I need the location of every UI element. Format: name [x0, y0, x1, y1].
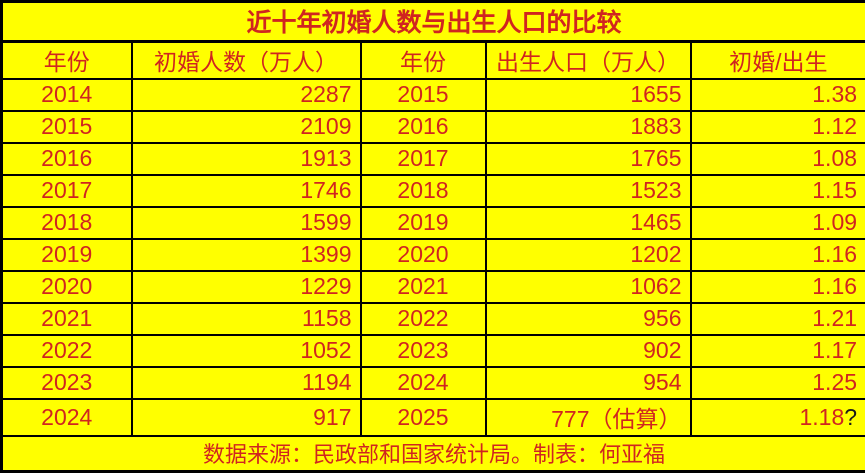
- cell-marriages: 2287: [132, 79, 361, 111]
- col-header-ratio: 初婚/出生: [691, 42, 865, 80]
- header-row: 年份 初婚人数（万人） 年份 出生人口（万人） 初婚/出生: [2, 42, 865, 80]
- cell-birth-year: 2018: [361, 175, 486, 207]
- cell-ratio: 1.21: [691, 303, 865, 335]
- cell-births: 954: [486, 367, 691, 399]
- table-title: 近十年初婚人数与出生人口的比较: [2, 2, 865, 42]
- cell-births: 1465: [486, 207, 691, 239]
- cell-ratio-estimate: 1.18?: [691, 399, 865, 436]
- cell-marriage-year: 2017: [2, 175, 132, 207]
- cell-ratio: 1.08: [691, 143, 865, 175]
- cell-births: 1523: [486, 175, 691, 207]
- cell-marriage-year: 2023: [2, 367, 132, 399]
- cell-births: 1655: [486, 79, 691, 111]
- ratio-value: 1.18: [799, 404, 844, 430]
- col-header-births: 出生人口（万人）: [486, 42, 691, 80]
- cell-births-estimate: 777（估算）: [486, 399, 691, 436]
- cell-birth-year: 2025: [361, 399, 486, 436]
- footer-row: 数据来源：民政部和国家统计局。制表：何亚福: [2, 436, 865, 472]
- cell-marriages: 1399: [132, 239, 361, 271]
- cell-marriages: 1599: [132, 207, 361, 239]
- cell-marriages: 1746: [132, 175, 361, 207]
- table-row: 2023 1194 2024 954 1.25: [2, 367, 865, 399]
- cell-births: 1765: [486, 143, 691, 175]
- table-row: 2018 1599 2019 1465 1.09: [2, 207, 865, 239]
- cell-marriage-year: 2020: [2, 271, 132, 303]
- cell-marriage-year: 2016: [2, 143, 132, 175]
- table-row: 2017 1746 2018 1523 1.15: [2, 175, 865, 207]
- cell-marriage-year: 2024: [2, 399, 132, 436]
- cell-marriages: 1052: [132, 335, 361, 367]
- cell-births: 956: [486, 303, 691, 335]
- col-header-year-birth: 年份: [361, 42, 486, 80]
- cell-birth-year: 2017: [361, 143, 486, 175]
- table-row: 2024 917 2025 777（估算） 1.18?: [2, 399, 865, 436]
- cell-births: 1062: [486, 271, 691, 303]
- cell-ratio: 1.15: [691, 175, 865, 207]
- cell-birth-year: 2016: [361, 111, 486, 143]
- source-note: 数据来源：民政部和国家统计局。制表：何亚福: [2, 436, 865, 472]
- cell-birth-year: 2023: [361, 335, 486, 367]
- cell-ratio: 1.09: [691, 207, 865, 239]
- cell-ratio: 1.16: [691, 271, 865, 303]
- cell-births: 902: [486, 335, 691, 367]
- cell-marriage-year: 2021: [2, 303, 132, 335]
- cell-marriage-year: 2018: [2, 207, 132, 239]
- cell-marriage-year: 2022: [2, 335, 132, 367]
- col-header-first-marriages: 初婚人数（万人）: [132, 42, 361, 80]
- cell-ratio: 1.38: [691, 79, 865, 111]
- table-row: 2019 1399 2020 1202 1.16: [2, 239, 865, 271]
- col-header-year-marriage: 年份: [2, 42, 132, 80]
- cell-birth-year: 2019: [361, 207, 486, 239]
- title-row: 近十年初婚人数与出生人口的比较: [2, 2, 865, 42]
- cell-ratio: 1.25: [691, 367, 865, 399]
- cell-birth-year: 2021: [361, 271, 486, 303]
- cell-marriages: 1194: [132, 367, 361, 399]
- table-row: 2014 2287 2015 1655 1.38: [2, 79, 865, 111]
- cell-marriages: 917: [132, 399, 361, 436]
- cell-marriages: 1158: [132, 303, 361, 335]
- cell-birth-year: 2020: [361, 239, 486, 271]
- cell-ratio: 1.16: [691, 239, 865, 271]
- cell-birth-year: 2022: [361, 303, 486, 335]
- cell-birth-year: 2024: [361, 367, 486, 399]
- cell-marriage-year: 2014: [2, 79, 132, 111]
- table-row: 2015 2109 2016 1883 1.12: [2, 111, 865, 143]
- ratio-question-mark: ?: [844, 404, 857, 430]
- cell-marriage-year: 2015: [2, 111, 132, 143]
- cell-marriages: 2109: [132, 111, 361, 143]
- cell-ratio: 1.12: [691, 111, 865, 143]
- cell-marriages: 1913: [132, 143, 361, 175]
- table-row: 2020 1229 2021 1062 1.16: [2, 271, 865, 303]
- cell-marriages: 1229: [132, 271, 361, 303]
- cell-ratio: 1.17: [691, 335, 865, 367]
- cell-births: 1202: [486, 239, 691, 271]
- table-row: 2016 1913 2017 1765 1.08: [2, 143, 865, 175]
- table-row: 2022 1052 2023 902 1.17: [2, 335, 865, 367]
- cell-marriage-year: 2019: [2, 239, 132, 271]
- cell-birth-year: 2015: [361, 79, 486, 111]
- cell-births: 1883: [486, 111, 691, 143]
- table-row: 2021 1158 2022 956 1.21: [2, 303, 865, 335]
